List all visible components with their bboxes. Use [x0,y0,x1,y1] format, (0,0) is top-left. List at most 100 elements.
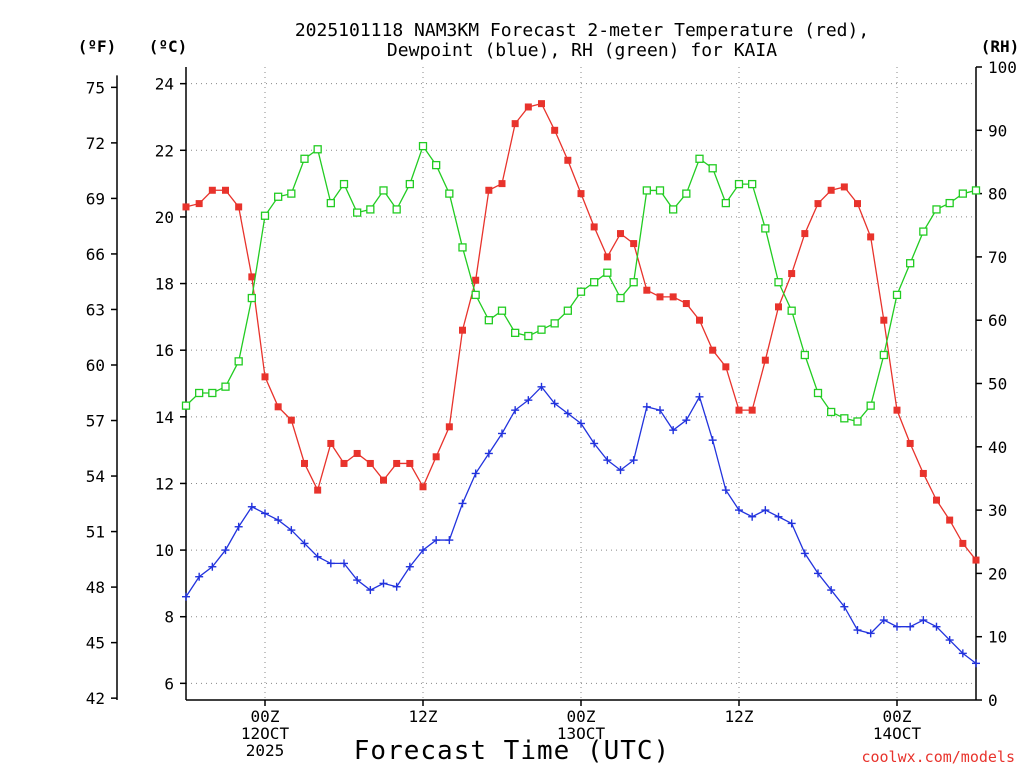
data-point [247,502,256,511]
data-point [590,439,599,448]
data-point [629,278,638,287]
chart-title-line-2: Dewpoint (blue), RH (green) for KAIA [387,40,777,61]
data-point [721,198,730,208]
data-point [497,306,507,315]
data-point [353,208,362,217]
data-point [524,103,532,111]
data-point [669,426,678,435]
data-point [432,453,440,461]
celsius-axis-ticks: 6 8 10 12 14 16 18 20 22 24 [155,75,186,693]
data-point [537,382,546,391]
rh-tick-label: 50 [988,375,1007,394]
data-point [972,556,980,564]
data-point [800,350,809,360]
data-point [932,205,941,214]
data-point [300,154,309,163]
time-tick-label: 12OCT [241,724,290,743]
fahrenheit-tick-label: 51 [86,523,105,542]
data-point [879,350,888,360]
data-point [617,230,624,238]
data-point [326,198,335,208]
data-point [682,189,691,198]
data-point [669,293,677,301]
data-point [326,559,335,568]
data-point [274,403,282,411]
data-point [366,586,375,595]
data-point [550,319,559,328]
data-point [642,186,651,195]
data-point [655,186,665,195]
data-point [222,186,229,194]
data-point [945,636,954,645]
data-point [577,419,585,428]
data-point [181,401,191,410]
data-point [735,506,743,515]
data-point [366,459,374,467]
axes [116,67,977,701]
series-rh [181,141,981,426]
data-point [616,466,625,475]
series-line [185,385,977,664]
data-point [563,409,572,418]
data-point [603,268,612,277]
rh-tick-label: 30 [988,501,1007,520]
celsius-tick-label: 16 [155,341,174,360]
data-point [642,402,651,411]
data-point [748,406,756,414]
data-point [972,659,980,668]
celsius-tick-label: 8 [164,608,174,627]
data-point [261,509,269,518]
data-point [774,512,783,521]
data-point [195,388,204,398]
time-tick-label: 00Z [883,707,912,726]
data-point [629,456,638,465]
data-point [274,516,283,525]
celsius-unit-label: (ºC) [149,37,188,56]
rh-tick-label: 90 [988,121,1007,140]
time-tick-label: 12Z [725,707,754,726]
data-point [616,293,625,303]
data-point [669,205,678,214]
data-point [866,401,875,410]
data-point [959,539,967,547]
data-point [656,293,664,301]
data-series [181,100,981,668]
data-point [774,278,783,287]
data-point [524,396,533,405]
data-point [958,189,967,198]
data-point [919,616,928,625]
data-point [853,626,862,635]
celsius-tick-label: 18 [155,275,174,294]
data-point [445,423,453,431]
data-point [788,270,796,278]
data-point [472,276,480,284]
data-point [827,186,835,194]
grid-lines [186,67,976,700]
fahrenheit-tick-label: 57 [86,412,105,431]
data-point [708,164,717,173]
data-point [761,356,769,364]
data-point [195,200,203,208]
data-point [866,629,875,638]
data-point [208,186,216,194]
data-point [550,399,559,408]
fahrenheit-tick-label: 48 [86,578,105,597]
rh-tick-label: 80 [988,185,1007,204]
data-point [880,316,888,324]
data-point [287,526,296,535]
data-point [287,189,296,198]
fahrenheit-tick-label: 66 [86,245,105,264]
data-point [247,293,256,303]
data-point [340,559,348,568]
data-point [471,469,480,478]
data-point [643,286,651,294]
data-point [893,406,901,414]
data-point [392,582,401,591]
data-point [853,417,862,426]
data-point [300,539,309,548]
data-point [906,259,915,268]
data-point [971,186,981,195]
data-point [406,459,414,467]
data-point [445,189,454,198]
